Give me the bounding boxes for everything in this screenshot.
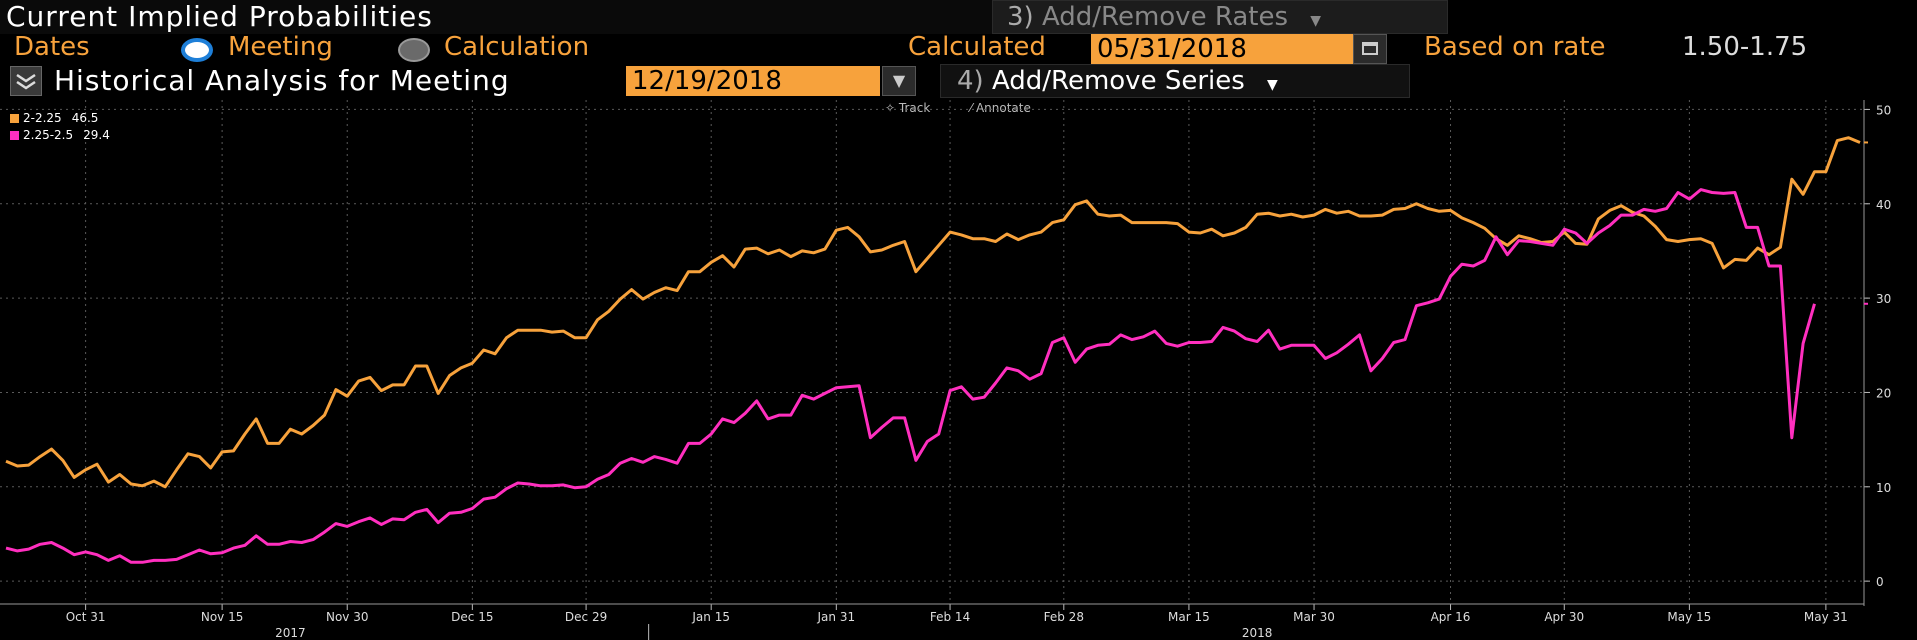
- x-tick-label-7: Feb 14: [930, 610, 970, 624]
- x-tick-label-2: Nov 30: [326, 610, 369, 624]
- chevron-down-icon: ▼: [1267, 77, 1278, 93]
- x-tick-label-13: May 15: [1667, 610, 1711, 624]
- legend-value-2: 29.4: [83, 128, 110, 142]
- chart-legend: 2-2.25 46.5 2.25-2.5 29.4: [10, 110, 110, 144]
- legend-name-1: 2-2.25: [23, 111, 62, 125]
- chevron-down-icon: ▼: [1310, 13, 1322, 29]
- page-title: Current Implied Probabilities: [6, 0, 433, 33]
- year-label-1: 2018: [1242, 626, 1273, 640]
- y-tick-label-3: 30: [1876, 292, 1891, 306]
- meeting-date-dropdown[interactable]: ▼: [882, 66, 916, 96]
- legend-name-2: 2.25-2.5: [23, 128, 74, 142]
- calculated-label: Calculated: [908, 32, 1046, 62]
- add-remove-rates-number: 3): [1007, 2, 1034, 32]
- add-remove-series-label: Add/Remove Series: [991, 66, 1245, 96]
- x-tick-label-5: Jan 15: [691, 610, 730, 624]
- add-remove-series-number: 4): [957, 66, 984, 96]
- y-tick-label-5: 50: [1876, 103, 1891, 117]
- x-tick-label-14: May 31: [1804, 610, 1848, 624]
- expand-collapse-button[interactable]: [10, 66, 42, 96]
- calendar-button[interactable]: [1353, 34, 1387, 64]
- chart-series: [5, 136, 1868, 564]
- header-panel: Current Implied Probabilities 3) Add/Rem…: [0, 0, 1917, 100]
- based-on-rate-value: 1.50-1.75: [1682, 32, 1808, 62]
- probability-chart[interactable]: 0 10 20 30 40 50 Oct 31 Nov 15 Nov 30 Dec 15 Dec 2…: [0, 100, 1917, 640]
- meeting-date-input[interactable]: 12/19/2018: [626, 66, 880, 96]
- x-tick-label-0: Oct 31: [66, 610, 106, 624]
- x-tick-label-3: Dec 15: [451, 610, 493, 624]
- x-tick-label-9: Mar 15: [1168, 610, 1210, 624]
- calculation-radio[interactable]: [398, 38, 430, 62]
- x-tick-label-1: Nov 15: [201, 610, 244, 624]
- legend-value-1: 46.5: [71, 111, 99, 125]
- annotate-label: Annotate: [975, 101, 1031, 115]
- add-remove-series-button[interactable]: 4) Add/Remove Series ▼: [940, 64, 1410, 98]
- chart-grid: [0, 100, 1870, 600]
- double-chevron-down-icon: [16, 73, 36, 90]
- add-remove-rates-button[interactable]: 3) Add/Remove Rates ▼: [992, 0, 1448, 34]
- y-tick-label-4: 40: [1876, 198, 1891, 212]
- legend-item-1: 2-2.25 46.5: [10, 110, 110, 127]
- chart-toolbar: ✧ Track ⁄ Annotate: [885, 101, 1067, 115]
- y-tick-label-1: 10: [1876, 481, 1891, 495]
- series-end-marker-1: [1864, 141, 1868, 144]
- legend-swatch-2: [10, 131, 19, 140]
- x-tick-label-8: Feb 28: [1044, 610, 1084, 624]
- historical-analysis-label: Historical Analysis for Meeting: [54, 64, 510, 97]
- legend-item-2: 2.25-2.5 29.4: [10, 127, 110, 144]
- add-remove-rates-label: Add/Remove Rates: [1041, 2, 1288, 32]
- x-tick-label-6: Jan 31: [817, 610, 856, 624]
- calculation-radio-label[interactable]: Calculation: [444, 32, 590, 62]
- meeting-radio-label[interactable]: Meeting: [228, 32, 333, 62]
- calculated-date-input[interactable]: 05/31/2018: [1091, 34, 1353, 64]
- series-line-2[interactable]: [5, 188, 1816, 564]
- annotate-tool[interactable]: ⁄ Annotate: [970, 101, 1031, 115]
- series-end-marker-2: [1864, 302, 1868, 305]
- track-tool[interactable]: ✧ Track: [885, 101, 931, 115]
- track-label: Track: [898, 101, 931, 115]
- based-on-rate-label: Based on rate: [1424, 32, 1606, 62]
- dates-label: Dates: [14, 32, 90, 62]
- calendar-icon: [1362, 42, 1378, 55]
- legend-swatch-1: [10, 114, 19, 123]
- series-line-1[interactable]: [5, 136, 1861, 489]
- x-tick-label-11: Apr 16: [1431, 610, 1471, 624]
- year-label-0: 2017: [275, 626, 306, 640]
- x-tick-label-12: Apr 30: [1544, 610, 1584, 624]
- y-tick-label-2: 20: [1876, 386, 1891, 400]
- x-tick-label-4: Dec 29: [565, 610, 607, 624]
- chart-axes: 0 10 20 30 40 50 Oct 31 Nov 15 Nov 30 Dec 15 Dec 2…: [0, 100, 1891, 640]
- meeting-radio[interactable]: [181, 38, 213, 62]
- y-tick-label-0: 0: [1876, 575, 1884, 589]
- x-tick-label-10: Mar 30: [1293, 610, 1335, 624]
